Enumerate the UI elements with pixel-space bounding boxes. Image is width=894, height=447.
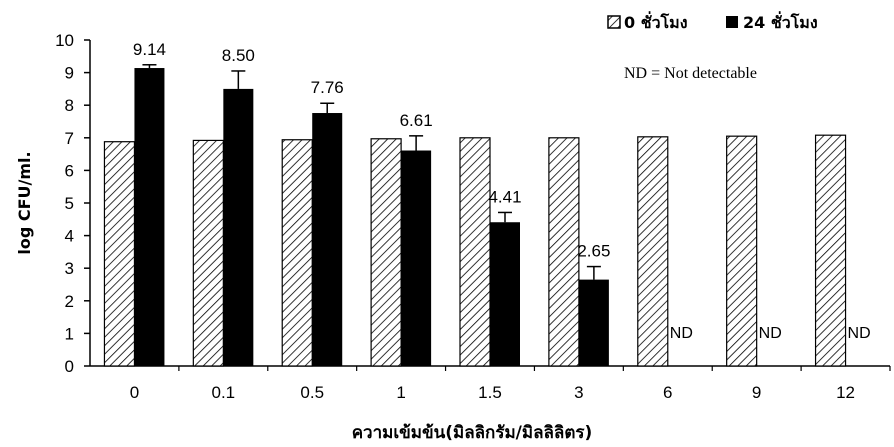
y-tick-label: 5 — [65, 194, 74, 213]
x-axis-label: ความเข้มข้น(มิลลิกรัม/มิลลิลิตร) — [352, 423, 593, 443]
x-tick-label: 0 — [130, 383, 139, 402]
legend-label-24h: 24 ชั่วโมง — [743, 11, 818, 32]
bar-24h — [401, 150, 432, 366]
legend-label-0h: 0 ชั่วโมง — [624, 11, 688, 32]
y-tick-label: 3 — [65, 259, 74, 278]
bar-value-label: 9.14 — [133, 40, 166, 59]
bar-value-label: 7.76 — [311, 78, 344, 97]
y-tick-label: 8 — [65, 96, 74, 115]
x-tick-label: 0.5 — [300, 383, 324, 402]
y-tick-label: 9 — [65, 64, 74, 83]
bar-value-label: 4.41 — [488, 187, 521, 206]
bar-24h — [578, 279, 609, 366]
bar-24h — [223, 88, 254, 367]
legend: 0 ชั่วโมง 24 ชั่วโมง — [607, 11, 818, 32]
legend-swatch-0h — [607, 15, 621, 29]
x-tick-label: 1.5 — [478, 383, 502, 402]
x-tick-label: 1 — [396, 383, 405, 402]
y-ticks: 0 1 2 3 4 5 6 7 8 9 10 — [55, 31, 90, 376]
bar-value-label: 6.61 — [400, 111, 433, 130]
x-ticks: 0 0.1 0.5 1 1.5 3 6 9 12 — [130, 366, 891, 402]
x-tick-label: 6 — [663, 383, 672, 402]
y-tick-label: 10 — [55, 31, 74, 50]
bar-0h — [637, 136, 669, 367]
x-tick-label: 9 — [752, 383, 761, 402]
bars — [103, 64, 847, 367]
bar-0h — [814, 134, 847, 367]
data-labels: 9.14 8.50 7.76 6.61 4.41 2.65 ND ND ND — [133, 40, 871, 342]
bar-value-label: 8.50 — [222, 46, 255, 65]
y-tick-label: 2 — [65, 292, 74, 311]
y-tick-label: 0 — [65, 357, 74, 376]
bar-0h — [192, 139, 224, 367]
x-tick-label: 12 — [836, 383, 855, 402]
nd-label: ND — [848, 325, 871, 342]
x-tick-label: 3 — [574, 383, 583, 402]
bar-0h — [103, 141, 136, 367]
bar-value-label: 2.65 — [577, 242, 610, 261]
bar-0h — [726, 135, 758, 367]
y-tick-label: 6 — [65, 161, 74, 180]
bar-24h — [134, 68, 165, 366]
y-tick-label: 7 — [65, 129, 74, 148]
nd-annotation: ND = Not detectable — [624, 65, 757, 82]
bar-0h — [548, 137, 580, 367]
bar-24h — [312, 113, 343, 366]
legend-swatch-24h — [726, 16, 738, 28]
nd-label: ND — [670, 325, 693, 342]
bar-0h — [281, 139, 313, 367]
y-axis-label: log CFU/ml. — [15, 151, 34, 254]
bar-24h — [490, 222, 520, 366]
nd-label: ND — [759, 325, 782, 342]
y-tick-label: 1 — [65, 324, 74, 343]
y-tick-label: 4 — [65, 227, 74, 246]
x-tick-label: 0.1 — [212, 383, 236, 402]
bar-0h — [459, 137, 491, 367]
bar-0h — [370, 138, 402, 367]
